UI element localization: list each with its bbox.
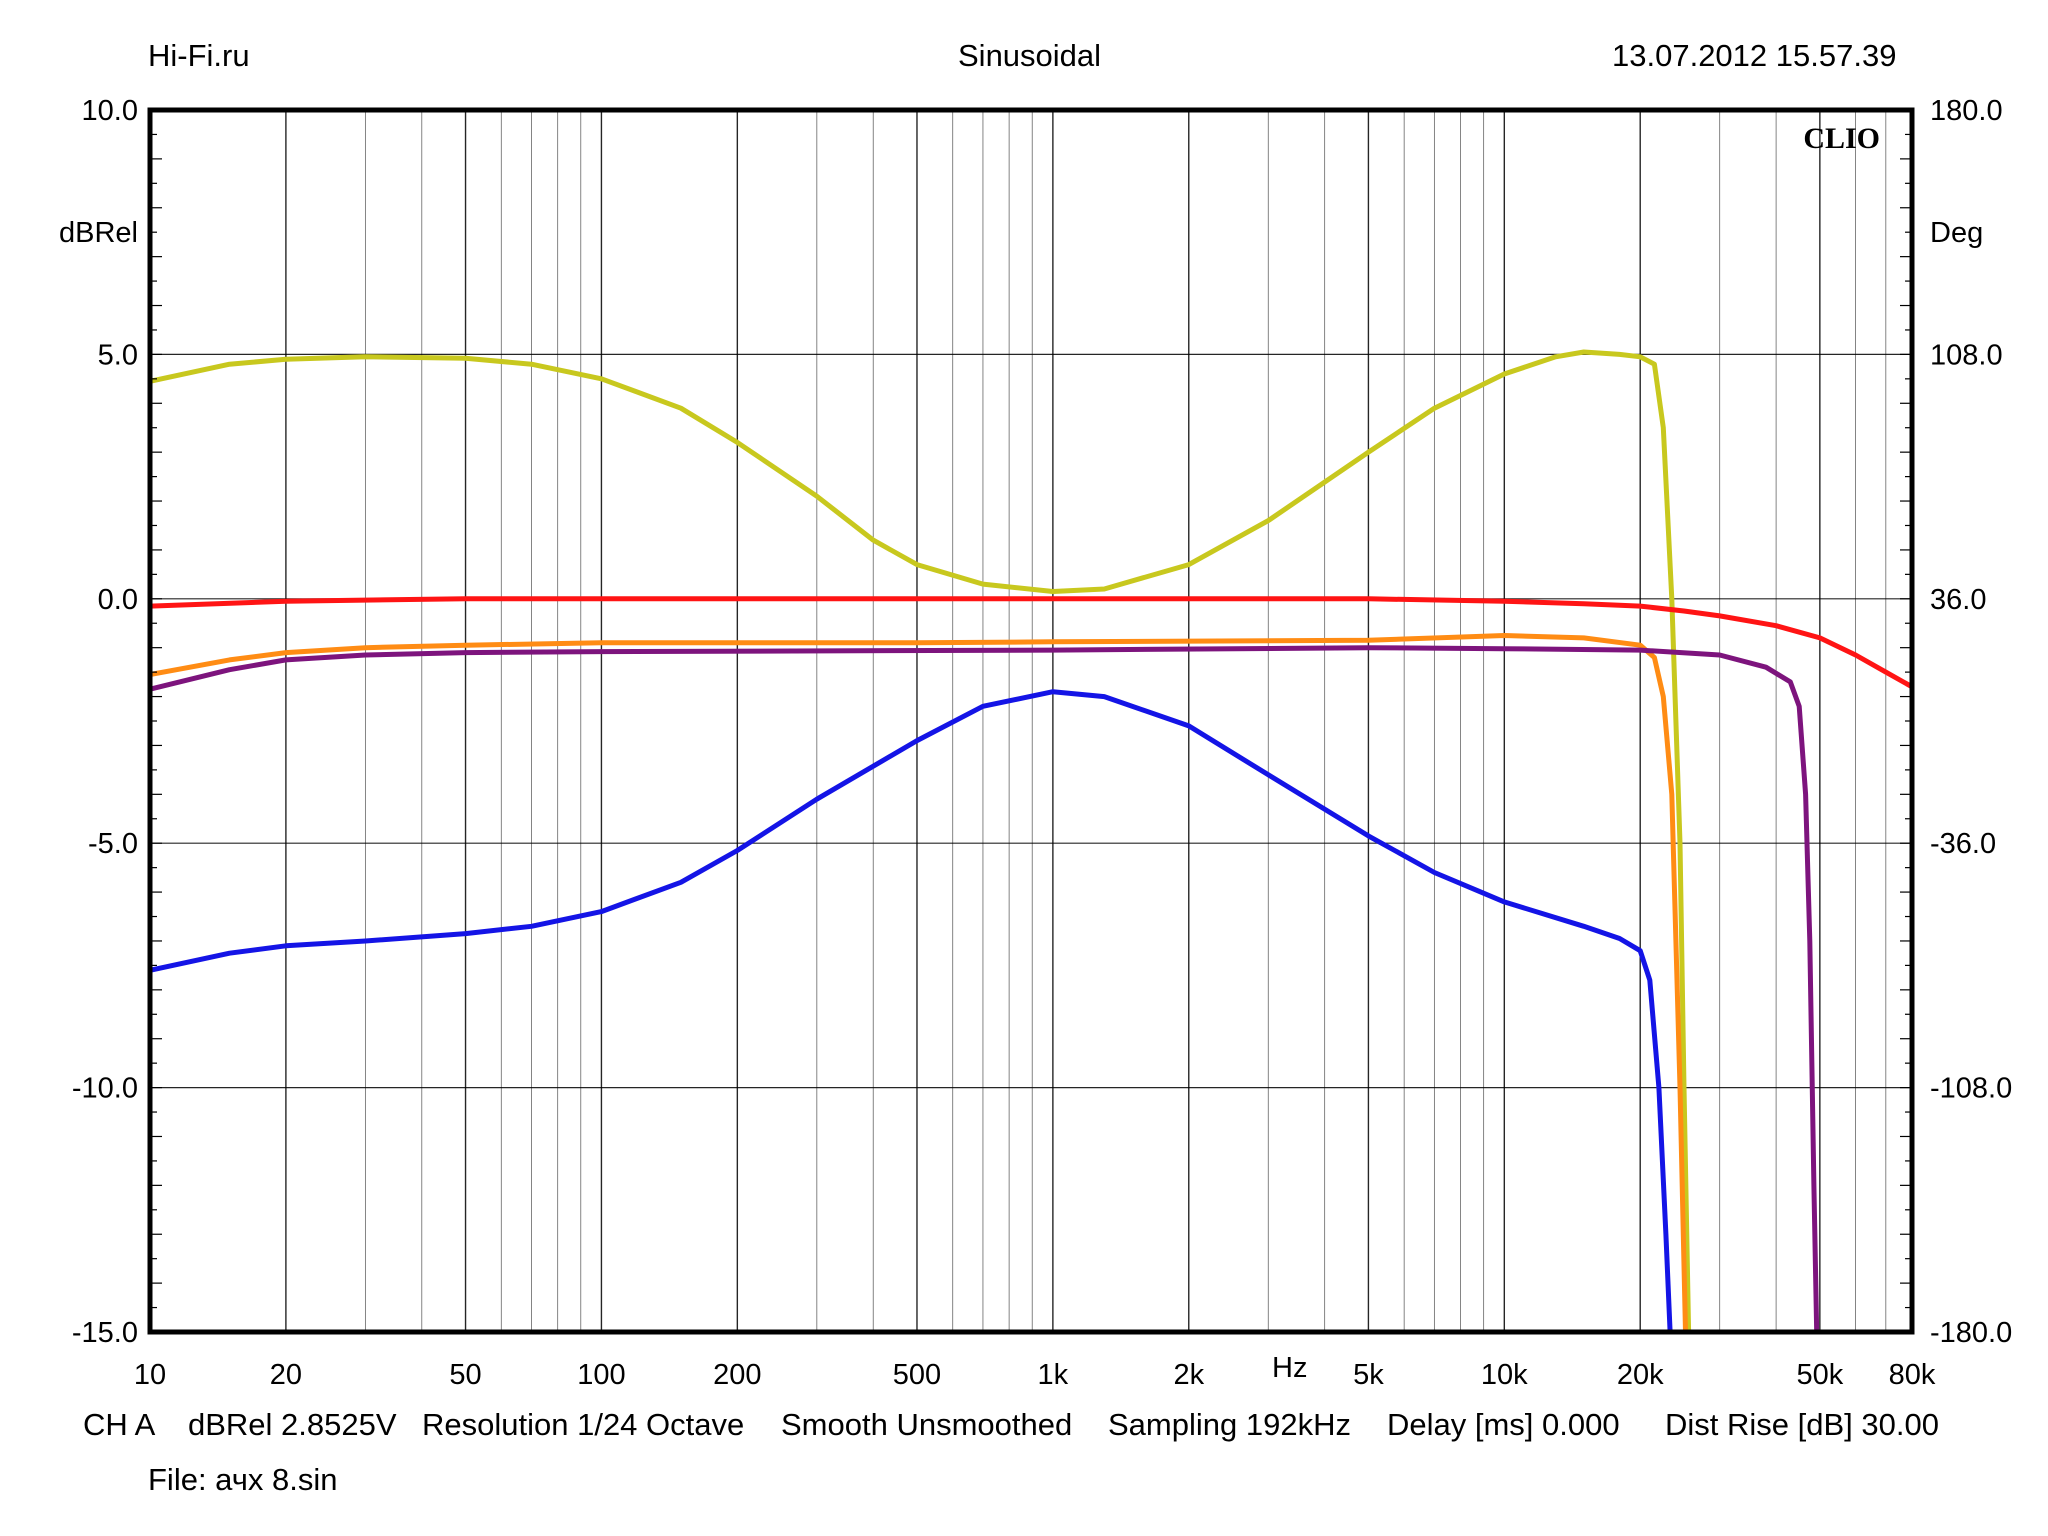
series-layer [150, 349, 1912, 1332]
x-tick-label: 2k [1173, 1359, 1204, 1391]
x-tick-label: 20 [270, 1359, 302, 1391]
y-tick-label: -5.0 [88, 828, 138, 860]
y-tick-label: 10.0 [82, 95, 138, 127]
x-tick-label: 100 [577, 1359, 625, 1391]
x-tick-label: 500 [893, 1359, 941, 1391]
x-tick-label: 200 [713, 1359, 761, 1391]
x-tick-label: 1k [1038, 1359, 1069, 1391]
x-tick-label: 80k [1889, 1359, 1936, 1391]
y-tick-label: 0.0 [98, 584, 138, 616]
y2-tick-label: 180.0 [1930, 95, 2003, 127]
x-tick-label: 20k [1617, 1359, 1664, 1391]
x-tick-label: 50 [449, 1359, 481, 1391]
y2-tick-label: -180.0 [1930, 1317, 2012, 1349]
settings-sampling: Sampling 192kHz [1108, 1407, 1351, 1442]
x-axis-unit: Hz [1272, 1352, 1308, 1384]
x-tick-label: 5k [1353, 1359, 1384, 1391]
settings-resolution: Resolution 1/24 Octave [422, 1407, 745, 1442]
y2-tick-label: 108.0 [1930, 339, 2003, 371]
settings-channel: CH A [83, 1407, 156, 1442]
y2-tick-label: 36.0 [1930, 584, 1986, 616]
x-tick-label: 50k [1796, 1359, 1843, 1391]
header-mode: Sinusoidal [958, 38, 1102, 73]
y2-axis-label: Deg [1930, 217, 1983, 249]
y-axis-label: dBRel [59, 217, 138, 249]
plot-frame [147, 107, 1915, 1335]
tick-marks [150, 109, 1912, 1333]
series-line-3 [150, 633, 1688, 1332]
series-line-4 [150, 645, 1820, 1332]
y-tick-label: -15.0 [72, 1317, 138, 1349]
series-line-2 [150, 596, 1912, 690]
minor-grid [364, 110, 1887, 1332]
series-line-1 [150, 349, 1692, 1332]
series-line-5 [150, 689, 1673, 1332]
y2-tick-label: -108.0 [1930, 1073, 2012, 1105]
clio-logo: CLIO [1803, 122, 1880, 155]
y2-tick-label: -36.0 [1930, 828, 1996, 860]
major-grid [150, 110, 1912, 1332]
header-source: Hi-Fi.ru [148, 38, 250, 73]
header-timestamp: 13.07.2012 15.57.39 [1612, 38, 1897, 73]
file-name: File: ачх 8.sin [148, 1462, 338, 1497]
settings-dist-rise: Dist Rise [dB] 30.00 [1665, 1407, 1939, 1442]
axis-labels: 10.0 5.0 0.0 -5.0 -10.0 -15.0 180.0 108.0 36.0 -3… [72, 95, 2012, 1391]
settings-smoothing: Smooth Unsmoothed [781, 1407, 1073, 1442]
x-tick-label: 10 [134, 1359, 166, 1391]
y-tick-label: 5.0 [98, 339, 138, 371]
x-tick-label: 10k [1481, 1359, 1528, 1391]
y-tick-label: -10.0 [72, 1073, 138, 1105]
settings-reference: dBRel 2.8525V [188, 1407, 397, 1442]
settings-delay: Delay [ms] 0.000 [1387, 1407, 1620, 1442]
